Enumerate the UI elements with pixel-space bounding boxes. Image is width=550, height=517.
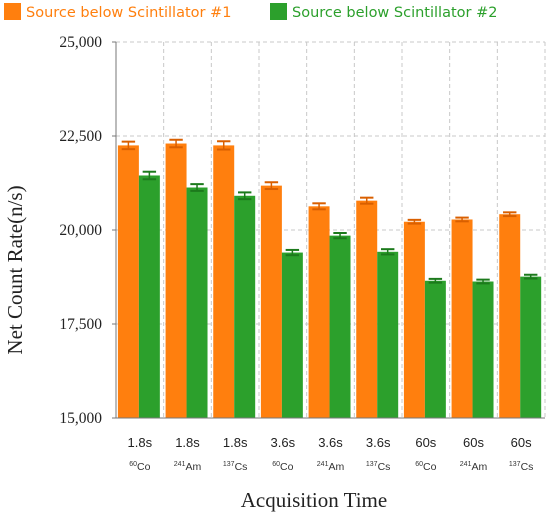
isotope-element: Am [185,461,201,473]
legend-swatch [4,3,21,20]
isotope-element: Co [137,461,151,473]
bar [165,143,187,418]
isotope-mass-number: 137 [509,461,521,468]
y-tick-labels: 15,000 17,500 20,000 22,500 25,000 [59,34,102,427]
x-tick-label-isotope: 241Am [317,461,345,473]
x-tick-label-isotope: 60Co [129,461,150,473]
x-tick-label-time: 3.6s [318,435,343,450]
bar [377,251,399,418]
x-tick-label-time: 60s [463,435,484,450]
bars [117,138,542,418]
x-axis-title: Acquisition Time [241,488,387,512]
bar [329,235,351,418]
isotope-mass-number: 60 [272,461,280,468]
bar [260,185,282,418]
x-tick-label-isotope: 241Am [174,461,202,473]
bar [451,219,473,418]
x-tick-label-isotope: 241Am [460,461,488,473]
isotope-element: Cs [378,461,391,473]
x-tick-labels: 1.8s60Co1.8s241Am1.8s137Cs3.6s60Co3.6s24… [128,435,534,473]
x-tick-label-time: 3.6s [366,435,391,450]
x-tick-label-isotope: 60Co [272,461,293,473]
bar [499,214,521,418]
y-tick-label: 22,500 [59,128,102,145]
bar [117,145,139,418]
bar [424,280,446,418]
y-tick-label: 17,500 [59,316,102,333]
x-tick-label-time: 1.8s [223,435,248,450]
legend: Source below Scintillator #1 Source below… [4,3,497,21]
legend-swatch [270,3,287,20]
isotope-element: Cs [235,461,248,473]
bar [138,175,160,418]
legend-label: Source below Scintillator #2 [292,5,497,21]
isotope-mass-number: 60 [129,461,137,468]
x-tick-label-time: 1.8s [128,435,153,450]
isotope-element: Am [328,461,344,473]
x-tick-label-isotope: 60Co [415,461,436,473]
x-tick-label-isotope: 137Cs [366,461,391,473]
x-tick-label-time: 3.6s [271,435,296,450]
isotope-mass-number: 60 [415,461,423,468]
y-tick-label: 15,000 [59,410,102,427]
bar [356,200,378,418]
isotope-mass-number: 241 [174,461,186,468]
isotope-element: Cs [521,461,534,473]
isotope-mass-number: 241 [317,461,329,468]
y-axis-title: Net Count Rate(n/s) [3,185,27,354]
x-tick-label-time: 60s [415,435,436,450]
y-tick-label: 25,000 [59,34,102,51]
isotope-mass-number: 137 [223,461,235,468]
legend-label: Source below Scintillator #1 [26,5,231,21]
isotope-element: Co [423,461,437,473]
isotope-mass-number: 137 [366,461,378,468]
isotope-element: Co [280,461,294,473]
bar [472,281,494,418]
isotope-mass-number: 241 [460,461,472,468]
axes [112,41,545,419]
bar [213,145,235,418]
x-tick-label-isotope: 137Cs [509,461,534,473]
x-tick-label-isotope: 137Cs [223,461,248,473]
bar [281,252,303,418]
bar [186,187,208,418]
bar [234,195,256,418]
isotope-element: Am [471,461,487,473]
x-tick-label-time: 60s [511,435,532,450]
y-tick-label: 20,000 [59,222,102,239]
x-tick-label-time: 1.8s [175,435,200,450]
bar [403,221,425,418]
bar [520,276,542,418]
bar [308,206,330,418]
